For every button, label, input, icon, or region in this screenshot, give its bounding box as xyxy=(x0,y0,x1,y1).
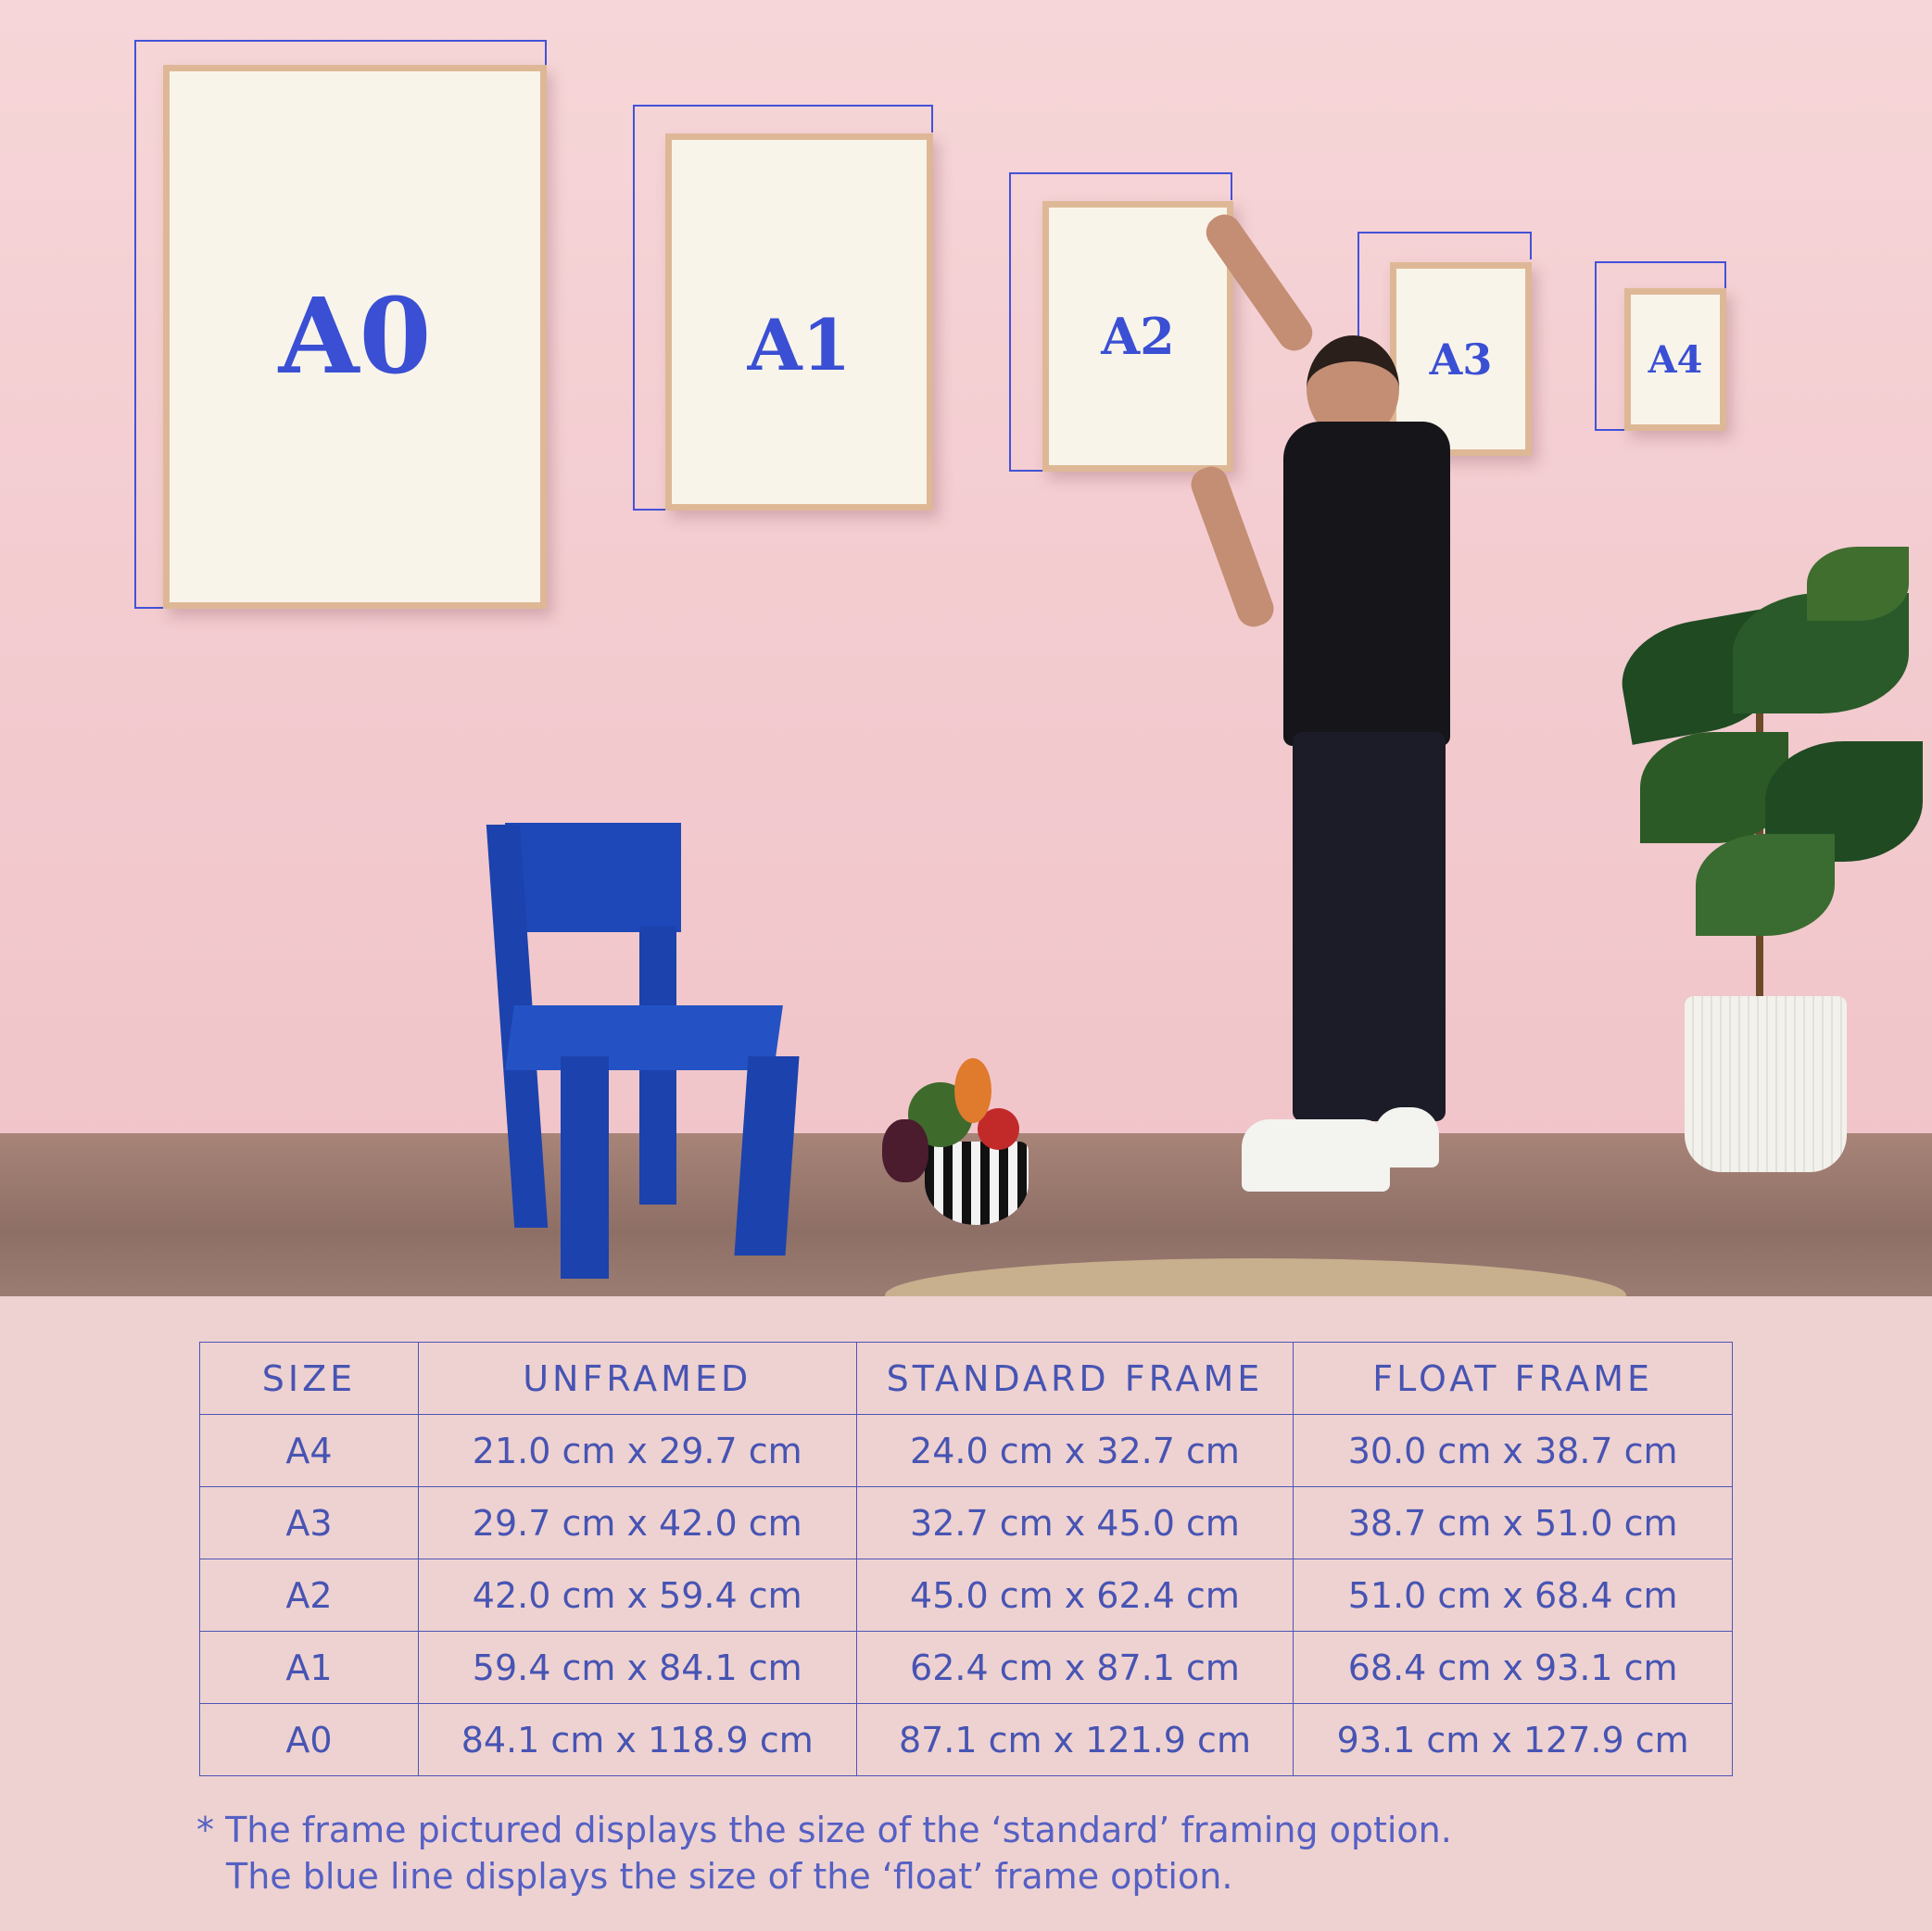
cell-float: 93.1 cm x 127.9 cm xyxy=(1293,1703,1733,1776)
cell-unframed: 21.0 cm x 29.7 cm xyxy=(417,1414,857,1487)
header-standard-frame: STANDARD FRAME xyxy=(855,1342,1294,1415)
float-outline-a1-top xyxy=(633,105,933,133)
cell-standard: 45.0 cm x 62.4 cm xyxy=(855,1559,1294,1632)
table-row: A2 42.0 cm x 59.4 cm 45.0 cm x 62.4 cm 5… xyxy=(199,1559,1733,1632)
frame-label: A2 xyxy=(1101,307,1175,366)
table-row: A1 59.4 cm x 84.1 cm 62.4 cm x 87.1 cm 6… xyxy=(199,1631,1733,1704)
frame-label: A3 xyxy=(1429,334,1493,385)
float-outline-a4-top xyxy=(1595,261,1726,289)
header-float-frame: FLOAT FRAME xyxy=(1293,1342,1733,1415)
footnote-line-2: The blue line displays the size of the ‘… xyxy=(226,1856,1233,1897)
table-row: A0 84.1 cm x 118.9 cm 87.1 cm x 121.9 cm… xyxy=(199,1703,1733,1776)
cell-float: 38.7 cm x 51.0 cm xyxy=(1293,1486,1733,1559)
frame-a2: A2 xyxy=(1042,201,1233,472)
cell-float: 68.4 cm x 93.1 cm xyxy=(1293,1631,1733,1704)
frame-a3: A3 xyxy=(1390,262,1532,456)
cell-unframed: 84.1 cm x 118.9 cm xyxy=(417,1703,857,1776)
cell-size: A0 xyxy=(199,1703,419,1776)
cell-size: A3 xyxy=(199,1486,419,1559)
cell-float: 30.0 cm x 38.7 cm xyxy=(1293,1414,1733,1487)
cell-unframed: 29.7 cm x 42.0 cm xyxy=(417,1486,857,1559)
header-size: SIZE xyxy=(199,1342,419,1415)
float-outline-a3-top xyxy=(1357,232,1532,259)
footnote: * The frame pictured displays the size o… xyxy=(196,1807,1452,1899)
footnote-line-1: * The frame pictured displays the size o… xyxy=(196,1810,1452,1850)
frame-label: A4 xyxy=(1648,337,1703,382)
cell-size: A2 xyxy=(199,1559,419,1632)
cell-float: 51.0 cm x 68.4 cm xyxy=(1293,1559,1733,1632)
cell-unframed: 59.4 cm x 84.1 cm xyxy=(417,1631,857,1704)
cell-standard: 87.1 cm x 121.9 cm xyxy=(855,1703,1294,1776)
frame-a4: A4 xyxy=(1624,288,1726,431)
frame-a1: A1 xyxy=(665,133,933,511)
frame-a0: A0 xyxy=(163,65,547,609)
cell-standard: 32.7 cm x 45.0 cm xyxy=(855,1486,1294,1559)
size-table: SIZE UNFRAMED STANDARD FRAME FLOAT FRAME… xyxy=(199,1342,1733,1776)
table-row: A4 21.0 cm x 29.7 cm 24.0 cm x 32.7 cm 3… xyxy=(199,1414,1733,1487)
header-unframed: UNFRAMED xyxy=(417,1342,857,1415)
cell-standard: 24.0 cm x 32.7 cm xyxy=(855,1414,1294,1487)
cell-standard: 62.4 cm x 87.1 cm xyxy=(855,1631,1294,1704)
table-header-row: SIZE UNFRAMED STANDARD FRAME FLOAT FRAME xyxy=(199,1342,1733,1415)
cell-size: A1 xyxy=(199,1631,419,1704)
product-photo: A0 A1 A2 A3 A4 xyxy=(0,0,1932,1296)
float-outline-a2-top xyxy=(1009,172,1232,200)
float-outline-a0-top xyxy=(134,40,547,68)
cell-unframed: 42.0 cm x 59.4 cm xyxy=(417,1559,857,1632)
frame-label: A1 xyxy=(747,304,852,386)
frame-label: A0 xyxy=(278,276,432,398)
table-row: A3 29.7 cm x 42.0 cm 32.7 cm x 45.0 cm 3… xyxy=(199,1486,1733,1559)
cell-size: A4 xyxy=(199,1414,419,1487)
